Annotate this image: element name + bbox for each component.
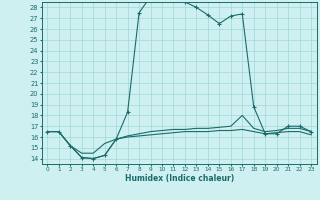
X-axis label: Humidex (Indice chaleur): Humidex (Indice chaleur) bbox=[124, 174, 234, 183]
